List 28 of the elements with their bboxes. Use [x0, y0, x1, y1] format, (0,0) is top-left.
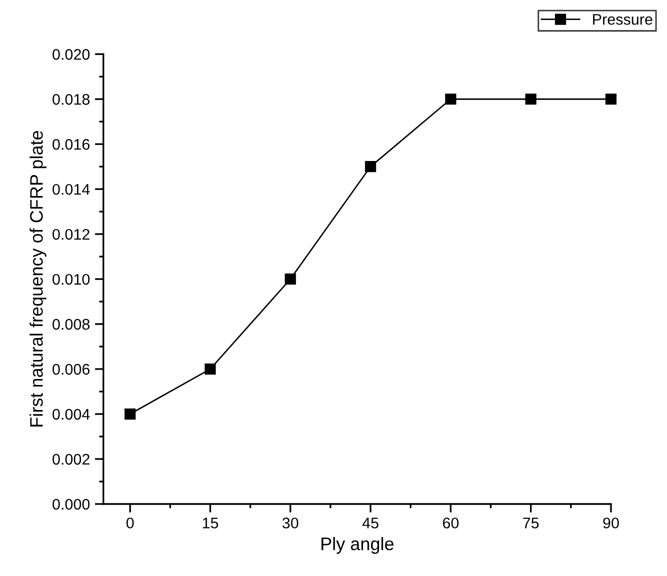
point — [284, 274, 296, 285]
point — [525, 94, 536, 105]
y-tick-label: 0.016 — [52, 138, 90, 150]
y-tick-label: 0.012 — [52, 228, 90, 240]
point — [445, 94, 456, 105]
y-axis-title: First natural frequency of CFRP plate — [30, 131, 46, 426]
y-tick-label: 0.000 — [52, 498, 90, 510]
x-axis-title: Ply angle — [322, 536, 394, 554]
x-tick-label: 60 — [442, 518, 459, 528]
y-tick-label: 0.014 — [52, 184, 90, 195]
y-tick-label: 0.010 — [52, 274, 90, 285]
y-tick-label: 0.020 — [52, 49, 90, 60]
point — [124, 408, 136, 420]
y-tick-label: 0.002 — [52, 454, 90, 465]
y-tick-label: 0.006 — [52, 364, 90, 375]
x-tick-label: 45 — [362, 518, 378, 528]
y-tick-label: 0.008 — [52, 318, 90, 330]
point — [204, 363, 216, 375]
point — [364, 161, 376, 172]
y-tick-label: 0.018 — [52, 94, 90, 105]
x-tick-label: 75 — [523, 518, 539, 528]
x-tick-label: 30 — [282, 518, 298, 528]
point — [605, 94, 617, 105]
x-tick-label: 0 — [126, 518, 134, 528]
legend-label: Pressure — [593, 14, 652, 25]
x-tick-label: 90 — [603, 518, 619, 528]
x-tick-label: 15 — [202, 518, 218, 528]
y-tick-label: 0.004 — [52, 408, 90, 420]
